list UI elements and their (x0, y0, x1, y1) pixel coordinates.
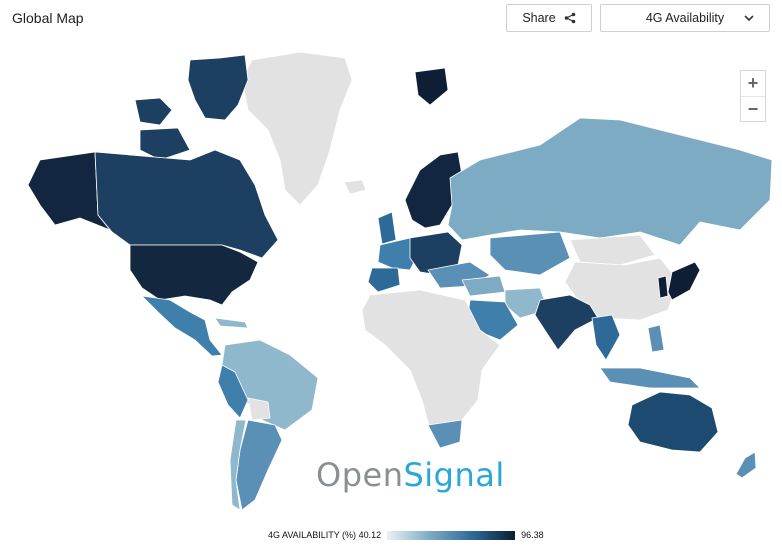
region-mongolia[interactable] (569, 234, 656, 266)
share-label: Share (522, 11, 556, 25)
zoom-out-button[interactable]: − (747, 99, 759, 119)
region-caribbean[interactable] (214, 317, 249, 329)
region-iceland[interactable] (343, 179, 367, 195)
legend-label: 4G AVAILABILITY (%) (268, 530, 357, 540)
zoom-divider (741, 96, 765, 97)
region-turkey[interactable] (461, 275, 506, 297)
region-indonesia[interactable] (599, 367, 701, 389)
region-arctic-islands[interactable] (134, 54, 249, 161)
region-mexico[interactable] (141, 295, 223, 357)
region-philippines[interactable] (647, 324, 665, 353)
region-russia[interactable] (447, 117, 773, 246)
chevron-down-icon (744, 15, 754, 22)
region-canada[interactable] (94, 149, 279, 259)
region-southeast-asia[interactable] (591, 314, 621, 361)
region-greenland[interactable] (241, 51, 353, 206)
region-iberia[interactable] (367, 267, 401, 293)
legend-min: 40.12 (358, 530, 382, 540)
logo-open: Open (316, 456, 404, 494)
zoom-in-button[interactable]: + (747, 73, 759, 93)
region-korea[interactable] (657, 275, 669, 299)
region-bolivia[interactable] (247, 397, 271, 421)
page-title: Global Map (12, 10, 84, 26)
region-peru[interactable] (217, 364, 249, 419)
metric-select[interactable]: 4G Availability (600, 4, 770, 32)
region-kazakhstan[interactable] (489, 231, 571, 276)
metric-select-value: 4G Availability (645, 11, 725, 25)
map-legend: 4G AVAILABILITY (%) 40.12 96.38 (268, 528, 544, 542)
region-new-zealand[interactable] (735, 451, 757, 479)
region-japan[interactable] (667, 261, 701, 301)
region-australia[interactable] (627, 391, 719, 453)
logo-signal: Signal (403, 456, 505, 494)
share-icon (564, 12, 575, 24)
opensignal-logo: OpenSignal (316, 456, 505, 494)
region-uk[interactable] (377, 211, 397, 245)
region-china[interactable] (564, 257, 679, 321)
region-india[interactable] (534, 294, 599, 351)
legend-gradient-bar (387, 530, 516, 540)
region-usa[interactable] (129, 244, 259, 306)
region-chile[interactable] (229, 419, 247, 510)
zoom-control: + − (740, 70, 766, 122)
share-button[interactable]: Share (506, 4, 592, 32)
legend-max: 96.38 (521, 530, 544, 540)
world-map[interactable] (0, 40, 782, 510)
region-south-africa[interactable] (427, 419, 463, 449)
region-svalbard[interactable] (414, 67, 449, 106)
